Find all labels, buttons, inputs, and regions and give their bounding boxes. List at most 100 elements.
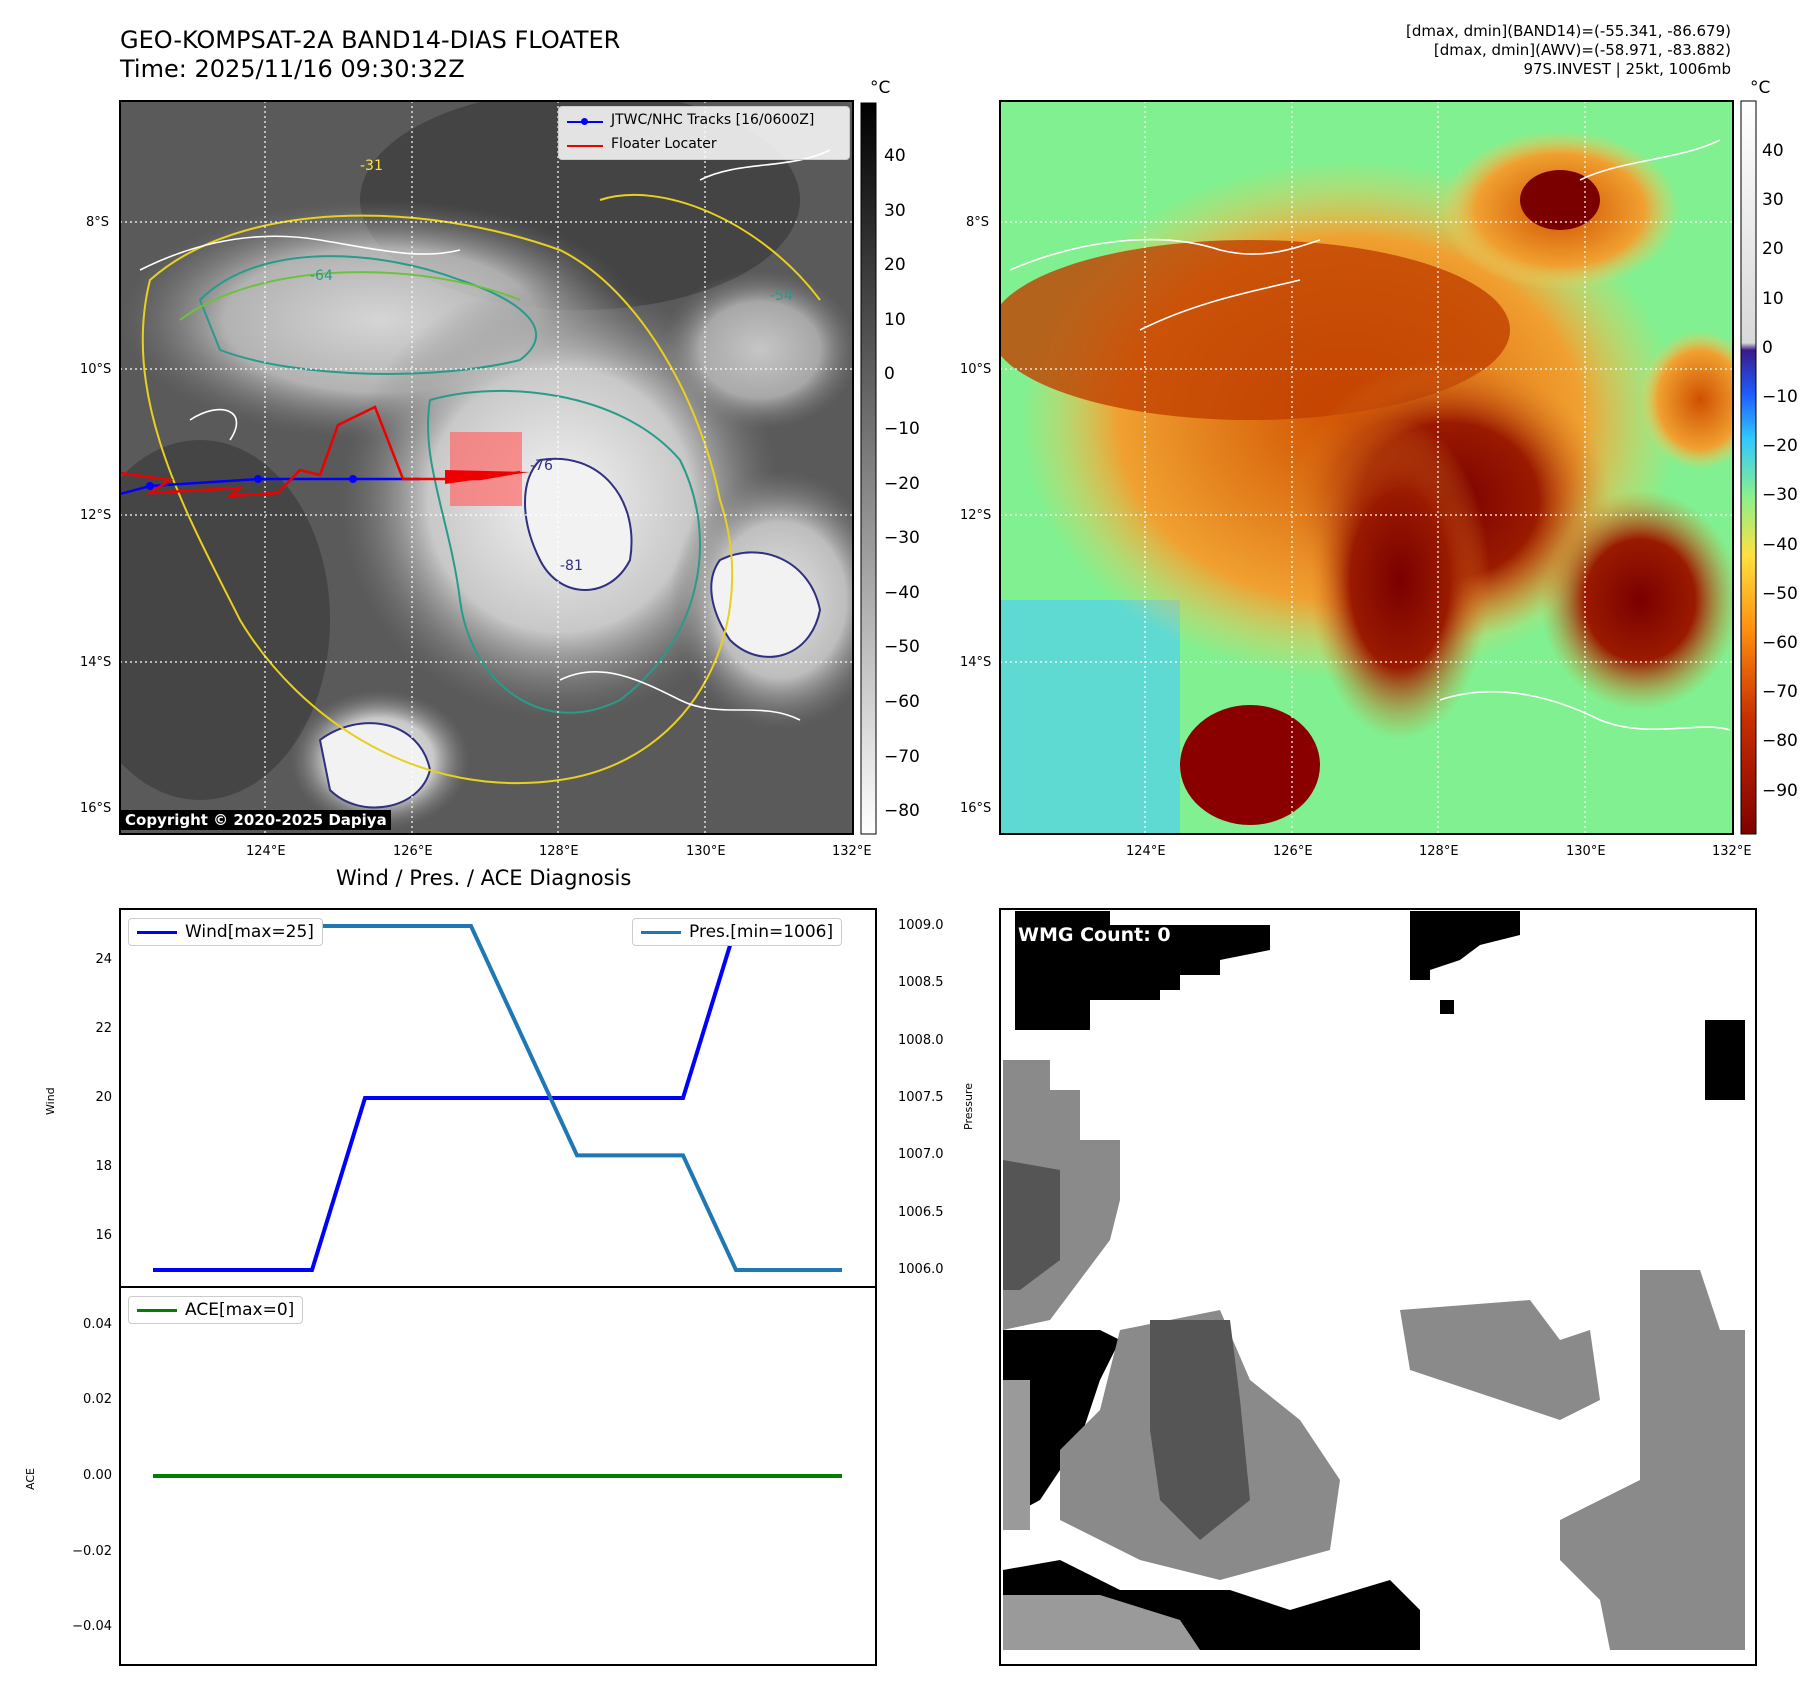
colorbar-left: [860, 102, 877, 835]
colorbar-left-tick: −60: [884, 692, 920, 712]
lat-label-8s: 8°S: [86, 215, 110, 230]
lon-label-126e-r: 126°E: [1273, 844, 1313, 859]
colorbar-left-tick: 20: [884, 255, 906, 276]
lat-label-14s: 14°S: [80, 655, 112, 670]
colorbar-right-tick: 40: [1762, 141, 1784, 161]
wind-tick-label: 20: [95, 1090, 112, 1105]
wind-tick-label: 16: [95, 1227, 112, 1243]
wind-tick-label: 18: [95, 1158, 112, 1174]
lat-label-12s-r: 12°S: [960, 508, 992, 523]
colorbar-left-tick: −20: [884, 473, 920, 494]
colorbar-right-tick: −80: [1762, 731, 1798, 752]
wind-ylabel: Wind: [44, 1087, 57, 1115]
colorbar-left-tick: −50: [884, 637, 920, 658]
lat-label-10s-r: 10°S: [960, 362, 992, 377]
colorbar-left-tick: 10: [884, 309, 906, 330]
colorbar-left-tick: 0: [884, 364, 895, 385]
info-line-3: 97S.INVEST | 25kt, 1006mb: [1523, 60, 1731, 78]
chart-title: GEO-KOMPSAT-2A BAND14-DIAS FLOATER Time:…: [120, 26, 620, 84]
colorbar-right-tick: −50: [1762, 583, 1798, 604]
track-legend-dot: [581, 118, 588, 125]
colorbar-left-tick: 30: [884, 200, 906, 221]
lon-label-128e: 128°E: [539, 844, 579, 859]
info-line-1: [dmax, dmin](BAND14)=(-55.341, -86.679): [1406, 22, 1731, 40]
wind-legend-label: Wind[max=25]: [185, 922, 314, 942]
track-point: [254, 475, 262, 483]
colorbar-right-tick: −20: [1762, 436, 1798, 457]
colorbar-left-tick: −40: [884, 582, 920, 603]
copyright-badge: Copyright © 2020-2025 Dapiya: [121, 810, 391, 830]
lat-label-8s-r: 8°S: [966, 215, 990, 230]
colorbar-right-tick: 10: [1762, 288, 1784, 309]
map-grid-right: [1000, 101, 1733, 834]
lat-label-16s: 16°S: [80, 801, 112, 816]
colorbar-right-tick: 20: [1762, 239, 1784, 260]
wmg-panel: [999, 908, 1757, 1666]
title-line-1: GEO-KOMPSAT-2A BAND14-DIAS FLOATER: [120, 26, 621, 54]
floater-legend-swatch: [567, 145, 603, 147]
lon-label-130e: 130°E: [686, 844, 726, 859]
floater-legend-label: Floater Locater: [611, 136, 717, 152]
map-legend: JTWC/NHC Tracks [16/0600Z] Floater Locat…: [558, 106, 850, 160]
wind-legend: Wind[max=25]: [128, 918, 323, 946]
pressure-tick-label: 1006.0: [898, 1262, 944, 1277]
ace-tick-label: 0.00: [83, 1468, 112, 1483]
ace-legend-label: ACE[max=0]: [185, 1300, 295, 1320]
ace-ylabel: ACE: [24, 1468, 37, 1490]
info-line-2: [dmax, dmin](AWV)=(-58.971, -83.882): [1433, 41, 1731, 59]
ace-tick-label: −0.04: [72, 1619, 112, 1635]
ace-tick-label: −0.02: [72, 1543, 112, 1559]
contour-label-76: -76: [530, 458, 553, 474]
band14-map: -31 -54 -64 -76 -81: [120, 101, 853, 834]
track-point: [349, 475, 357, 483]
colorbar-left-tick: −30: [884, 528, 920, 549]
colorbar-left-tick: −80: [884, 801, 920, 822]
contour-label-54: -54: [770, 288, 793, 304]
colorbar-right-tick: −60: [1762, 633, 1798, 653]
ace-tick-label: 0.02: [83, 1392, 112, 1408]
lon-label-128e-r: 128°E: [1419, 844, 1459, 859]
ace-legend-swatch: [137, 1308, 177, 1312]
pressure-tick-label: 1006.5: [898, 1204, 944, 1220]
colorbar-left-tick: −70: [884, 746, 920, 767]
floater-arrow: [445, 470, 530, 484]
ace-legend: ACE[max=0]: [128, 1296, 304, 1324]
wind-series-line: [153, 924, 842, 1272]
ace-axes: [119, 1286, 877, 1666]
colorbar-right-tick: 0: [1762, 337, 1773, 358]
colorbar-right-unit: °C: [1750, 78, 1771, 98]
diagnosis-title: Wind / Pres. / ACE Diagnosis: [336, 866, 632, 890]
lon-label-124e-r: 124°E: [1126, 844, 1166, 859]
contour-label-64: -64: [310, 268, 333, 284]
wind-tick-label: 22: [95, 1021, 112, 1037]
lat-label-12s: 12°S: [80, 508, 112, 523]
pressure-tick-label: 1008.5: [898, 975, 944, 991]
colorbar-right-tick: −70: [1762, 682, 1798, 703]
storm-info: [dmax, dmin](BAND14)=(-55.341, -86.679) …: [1131, 22, 1731, 79]
colorbar-right-tick: 30: [1762, 190, 1784, 211]
pressure-legend-label: Pres.[min=1006]: [689, 922, 834, 942]
floater-box: [450, 432, 522, 506]
pressure-tick-label: 1008.0: [898, 1032, 944, 1048]
awv-map: [1000, 101, 1733, 834]
wind-legend-swatch: [137, 930, 177, 934]
pressure-tick-label: 1007.5: [898, 1090, 944, 1105]
colorbar-right-tick: −90: [1762, 780, 1798, 801]
colorbar-left-unit: °C: [870, 78, 891, 98]
colorbar-right-tick: −10: [1762, 387, 1798, 407]
pressure-ylabel: Pressure: [962, 1083, 975, 1130]
contour-label-81: -81: [560, 558, 583, 574]
contour-label-31: -31: [360, 158, 383, 174]
map-grid-left: [120, 101, 853, 834]
track-point: [146, 482, 154, 490]
left-map-frame: [119, 100, 854, 835]
colorbar-left-tick: 40: [884, 146, 906, 166]
wind-tick-label: 24: [95, 952, 112, 968]
colorbar-left-tick: −10: [884, 419, 920, 439]
pressure-tick-label: 1007.0: [898, 1147, 944, 1163]
lat-label-16s-r: 16°S: [960, 801, 992, 816]
lon-label-126e: 126°E: [393, 844, 433, 859]
lon-label-132e-r: 132°E: [1712, 844, 1752, 859]
colorbar-right-tick: −40: [1762, 534, 1798, 555]
lat-label-14s-r: 14°S: [960, 655, 992, 670]
